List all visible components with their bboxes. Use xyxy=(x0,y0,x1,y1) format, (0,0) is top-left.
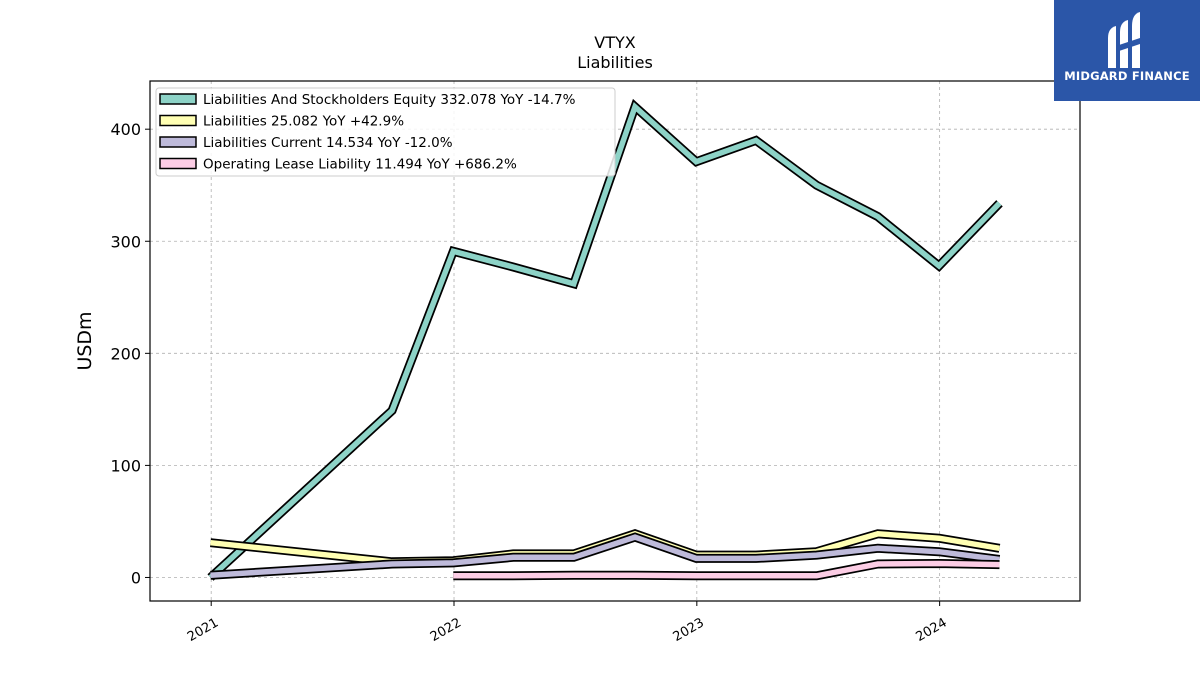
y-axis: 0 100 200 300 400 xyxy=(110,120,150,587)
x-tick-label: 2021 xyxy=(185,615,221,645)
x-tick-label: 2022 xyxy=(428,615,464,645)
y-tick-label: 300 xyxy=(110,232,141,251)
legend-swatch xyxy=(159,157,197,170)
legend-swatch xyxy=(159,136,197,148)
plot-frame xyxy=(149,80,1081,602)
y-tick-label: 100 xyxy=(110,456,141,475)
y-tick-label: 0 xyxy=(131,568,141,587)
y-axis-label: USDm xyxy=(74,311,96,370)
legend-box xyxy=(155,87,616,177)
x-tick-label: 2023 xyxy=(671,615,707,645)
x-tick-label: 2024 xyxy=(913,615,949,645)
midgard-logo-mark-icon xyxy=(1108,12,1140,68)
series-line-2 xyxy=(210,534,1000,578)
chart-subtitle: Liabilities xyxy=(577,53,653,72)
chart-title: VTYX xyxy=(594,33,635,52)
series-outline-0 xyxy=(207,98,1003,581)
legend-swatch xyxy=(159,93,197,105)
legend-entry-label: Liabilities Current 14.534 YoY -12.0% xyxy=(203,135,453,151)
y-tick-label: 400 xyxy=(110,120,141,139)
legend-swatch xyxy=(159,114,197,127)
series-lines xyxy=(207,98,1003,581)
series-line-3 xyxy=(453,560,1000,579)
y-tick-label: 200 xyxy=(110,344,141,363)
legend-entry-label: Liabilities 25.082 YoY +42.9% xyxy=(203,114,404,130)
legend-entry-label: Operating Lease Liability 11.494 YoY +68… xyxy=(203,157,517,173)
brand-name: MIDGARD FINANCE xyxy=(1064,69,1190,83)
legend: Liabilities And Stockholders Equity 332.… xyxy=(155,87,616,177)
series-line-0 xyxy=(208,101,1002,580)
legend-entry-label: Liabilities And Stockholders Equity 332.… xyxy=(203,92,576,108)
x-axis: 2021 2022 2023 2024 xyxy=(185,601,950,645)
brand-logo: MIDGARD FINANCE xyxy=(1054,0,1200,101)
